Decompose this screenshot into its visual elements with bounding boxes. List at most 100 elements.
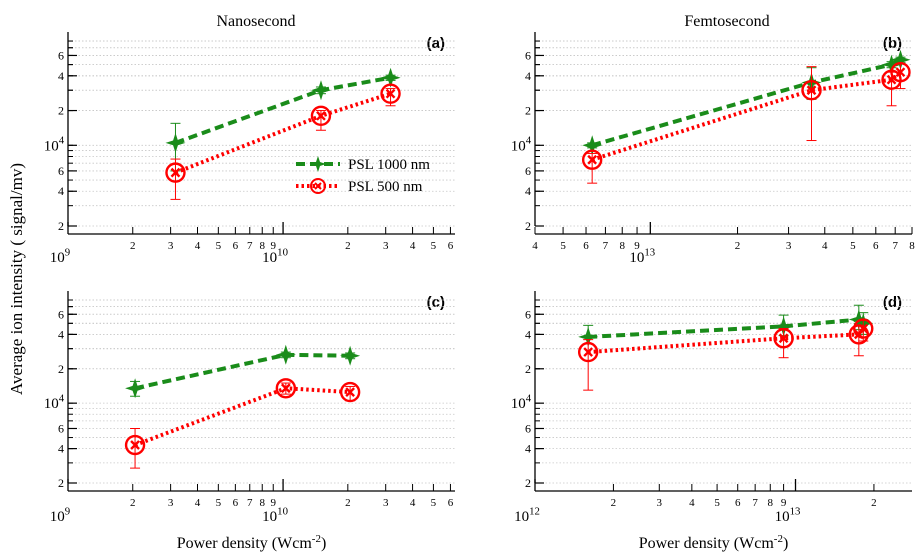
x-major-tick-label: 1010 bbox=[262, 246, 288, 266]
x-tick-label: 6 bbox=[448, 240, 454, 252]
marker-cross bbox=[316, 110, 326, 121]
x-tick-label: 4 bbox=[410, 240, 416, 252]
x-tick-label: 5 bbox=[560, 240, 566, 252]
x-tick-label: 6 bbox=[873, 240, 879, 252]
x-tick-label: 4 bbox=[195, 497, 201, 509]
y-axis-label: Average ion intensity ( signal/mv) bbox=[7, 163, 26, 395]
y-tick-label: 104 bbox=[44, 392, 65, 412]
series-psl-500nm bbox=[577, 318, 874, 391]
marker-cross bbox=[345, 387, 355, 397]
x-tick-label: 5 bbox=[216, 497, 222, 509]
x-tick-label: 8 bbox=[768, 497, 774, 509]
series-line bbox=[591, 70, 902, 162]
series-psl-1000nm bbox=[125, 344, 361, 399]
x-tick-label: 8 bbox=[259, 497, 265, 509]
data-point bbox=[577, 341, 599, 363]
marker-cross bbox=[895, 67, 906, 78]
x-tick-label: 6 bbox=[448, 497, 454, 509]
x-tick-label: 4 bbox=[689, 497, 695, 509]
x-tick-label: 8 bbox=[909, 240, 915, 252]
y-tick-label: 6 bbox=[525, 422, 531, 436]
x-tick-label: 7 bbox=[892, 240, 898, 252]
global-labels: Average ion intensity ( signal/mv) bbox=[7, 163, 26, 395]
x-tick-label: 7 bbox=[247, 497, 253, 509]
marker-cross bbox=[806, 85, 817, 96]
marker-cross bbox=[583, 347, 594, 357]
x-tick-label: 7 bbox=[752, 497, 758, 509]
x-tick-label: 2 bbox=[871, 497, 877, 509]
marker-circle bbox=[577, 341, 599, 363]
x-tick-label: 7 bbox=[603, 240, 609, 252]
panel-title: Nanosecond bbox=[216, 13, 295, 30]
series-psl-500nm bbox=[581, 61, 911, 184]
x-tick-label: 3 bbox=[657, 497, 663, 509]
y-tick-label: 2 bbox=[58, 362, 64, 376]
y-tick-label: 104 bbox=[511, 392, 532, 412]
y-tick-label: 6 bbox=[525, 48, 531, 62]
x-tick-label: 2 bbox=[735, 240, 741, 252]
x-tick-label: 5 bbox=[431, 497, 437, 509]
legend-label: PSL 1000 nm bbox=[348, 157, 430, 173]
data-point bbox=[339, 381, 361, 403]
legend-marker-cross bbox=[314, 182, 322, 190]
marker-circle bbox=[124, 434, 146, 456]
data-point bbox=[165, 132, 186, 153]
y-tick-label: 2 bbox=[58, 104, 64, 118]
data-point bbox=[881, 54, 902, 75]
x-tick-label: 2 bbox=[130, 497, 136, 509]
marker-circle bbox=[275, 378, 297, 399]
x-axis-label: Power density (Wcm-2) bbox=[177, 533, 327, 552]
x-major-tick-label: 1013 bbox=[775, 505, 801, 525]
x-tick-label: 5 bbox=[850, 240, 856, 252]
x-tick-label: 2 bbox=[130, 240, 136, 252]
x-tick-label: 9 bbox=[270, 240, 276, 252]
x-major-tick-label: 1012 bbox=[514, 505, 540, 525]
y-tick-label: 2 bbox=[525, 219, 531, 233]
y-tick-label: 4 bbox=[525, 327, 531, 341]
marker-cross bbox=[130, 440, 140, 450]
data-point bbox=[582, 135, 603, 156]
data-point bbox=[853, 318, 874, 339]
data-point bbox=[380, 67, 401, 88]
marker-circle bbox=[165, 162, 186, 183]
y-tick-label: 4 bbox=[58, 69, 64, 83]
series-line bbox=[588, 317, 865, 339]
x-tick-label: 4 bbox=[532, 240, 538, 252]
x-tick-label: 4 bbox=[195, 240, 201, 252]
data-point bbox=[340, 345, 361, 366]
panel-label: (b) bbox=[883, 35, 902, 52]
x-tick-label: 8 bbox=[259, 240, 265, 252]
data-point bbox=[125, 378, 146, 399]
x-tick-label: 5 bbox=[431, 240, 437, 252]
legend-label: PSL 500 nm bbox=[348, 179, 423, 195]
marker-cross bbox=[778, 333, 789, 344]
x-tick-label: 4 bbox=[822, 240, 828, 252]
y-tick-label: 6 bbox=[525, 164, 531, 178]
series-line bbox=[134, 386, 351, 447]
data-point bbox=[773, 316, 794, 337]
marker-circle bbox=[339, 381, 361, 403]
y-tick-label: 104 bbox=[44, 135, 65, 155]
marker-circle bbox=[380, 83, 401, 104]
data-point bbox=[311, 80, 331, 101]
x-tick-label: 5 bbox=[714, 497, 720, 509]
series-psl-1000nm bbox=[582, 49, 911, 156]
data-point bbox=[165, 162, 186, 183]
data-point bbox=[310, 105, 332, 127]
data-point bbox=[773, 328, 794, 349]
panel-label: (a) bbox=[427, 35, 445, 52]
marker-circle bbox=[773, 328, 794, 349]
panel-label: (d) bbox=[883, 294, 902, 311]
panel-title: Femtosecond bbox=[684, 13, 769, 30]
marker-circle bbox=[853, 318, 874, 339]
x-tick-label: 2 bbox=[345, 240, 351, 252]
x-tick-label: 6 bbox=[233, 497, 239, 509]
y-tick-label: 4 bbox=[58, 442, 64, 456]
x-tick-label: 9 bbox=[781, 497, 787, 509]
data-point bbox=[581, 149, 603, 170]
data-point bbox=[801, 80, 822, 101]
y-tick-label: 104 bbox=[511, 135, 532, 155]
x-tick-label: 3 bbox=[383, 497, 389, 509]
